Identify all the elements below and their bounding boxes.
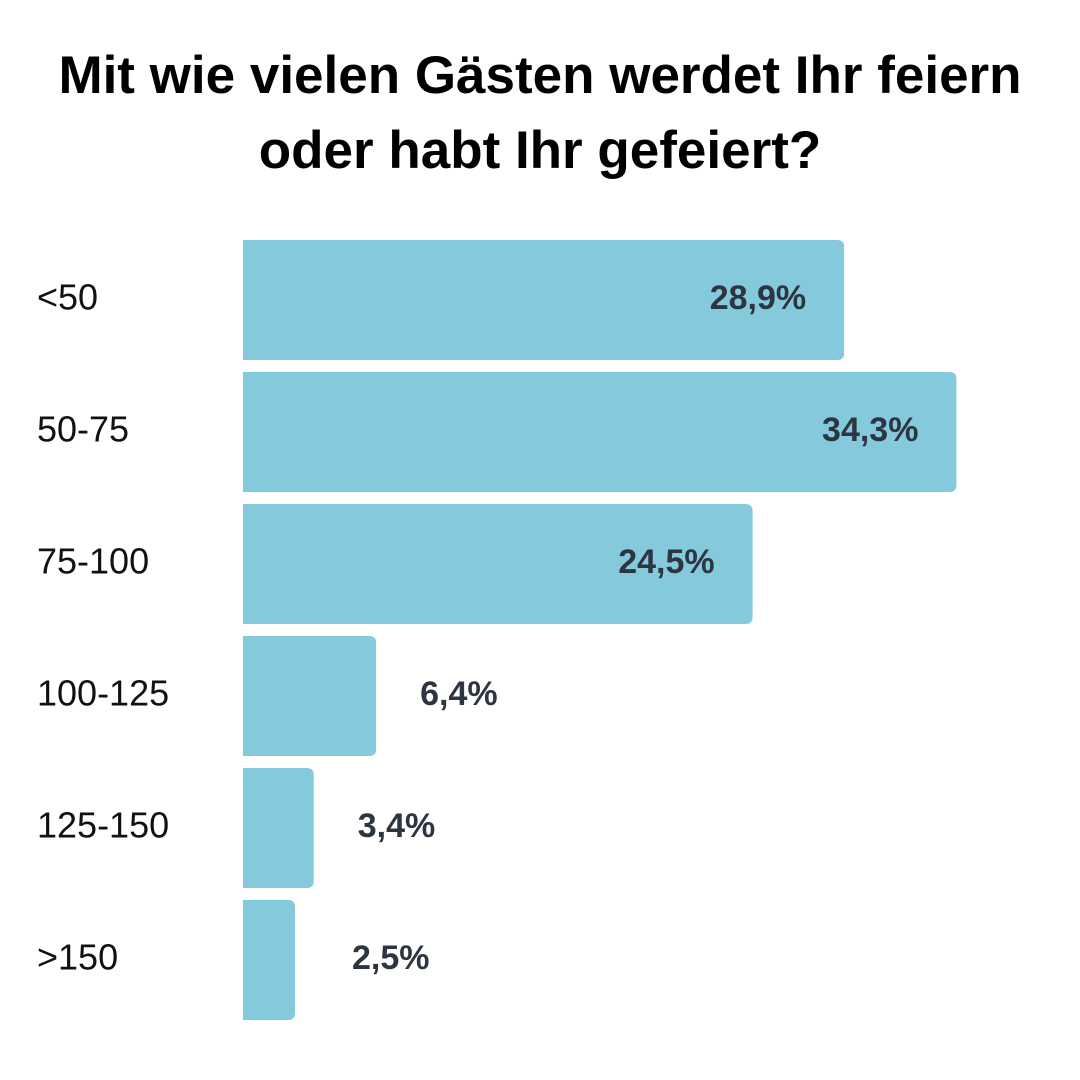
category-label: 75-100 [37, 541, 149, 582]
value-label: 24,5% [618, 543, 714, 581]
category-label: 50-75 [37, 409, 129, 450]
bar [243, 240, 845, 360]
chart-title: Mit wie vielen Gästen werdet Ihr feiern … [58, 46, 1022, 180]
bar [243, 504, 753, 624]
value-label: 3,4% [358, 807, 436, 845]
value-label: 34,3% [822, 411, 918, 449]
bar [243, 636, 377, 756]
bar [243, 768, 314, 888]
category-label: 100-125 [37, 673, 169, 714]
bar [243, 900, 295, 1020]
category-label: >150 [37, 937, 118, 978]
bar [243, 372, 957, 492]
value-label: 6,4% [420, 675, 498, 713]
category-label: 125-150 [37, 805, 169, 846]
value-label: 2,5% [352, 939, 430, 977]
category-label: <50 [37, 277, 98, 318]
value-label: 28,9% [710, 279, 806, 317]
